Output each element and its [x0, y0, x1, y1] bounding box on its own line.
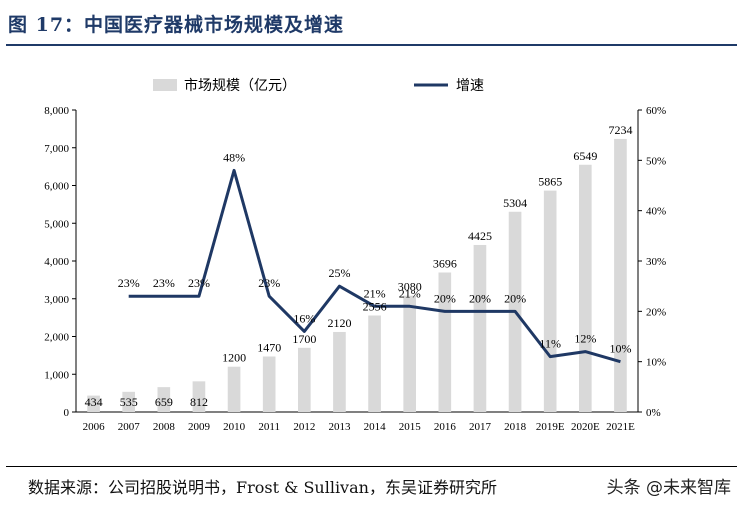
bar: [192, 381, 206, 412]
title-rule: [6, 44, 737, 46]
growth-value-label: 20%: [504, 291, 526, 305]
y-left-tick-label: 1,000: [44, 369, 69, 381]
data-labels: 434 535 659 812 1200 1470 1700 2120 2556 3080 3696…: [85, 123, 633, 409]
y-right-tick-label: 40%: [646, 206, 666, 218]
legend: 市场规模（亿元） 增速: [153, 77, 484, 94]
bar-value-label: 1470: [257, 341, 281, 355]
bar: [262, 356, 276, 412]
bar: [614, 138, 627, 412]
bar-value-label: 7234: [608, 123, 632, 137]
bar: [473, 244, 487, 412]
bar-value-label: 4425: [468, 229, 492, 243]
chart-axes: 0 1,000 2,000 3,000 4,000 5,000 6,000 7,000 8,00…: [44, 105, 666, 433]
watermark: 头条 @未来智库: [606, 478, 731, 498]
legend-line-label: 增速: [456, 78, 484, 94]
y-left-tick-label: 3,000: [44, 294, 69, 306]
x-tick-label: 2017: [469, 421, 492, 433]
bar-value-label: 6549: [573, 149, 597, 163]
y-right-tick-label: 10%: [646, 357, 666, 369]
y-left-tick-label: 2,000: [44, 332, 69, 344]
growth-value-label: 23%: [153, 276, 175, 290]
x-tick-label: 2016: [434, 421, 457, 433]
bar-value-label: 3696: [433, 256, 457, 270]
growth-value-label: 25%: [328, 266, 350, 280]
bar-value-label: 3080: [398, 280, 422, 294]
bar-value-label: 812: [190, 395, 208, 409]
growth-value-label: 16%: [293, 311, 315, 325]
bar-value-label: 1700: [292, 332, 316, 346]
growth-value-label: 23%: [258, 276, 280, 290]
legend-bar-swatch: [153, 79, 177, 91]
y-left-tick-label: 0: [64, 407, 70, 419]
y-right-tick-label: 20%: [646, 306, 666, 318]
y-left-tick-label: 8,000: [44, 105, 69, 117]
growth-line: [128, 168, 621, 364]
y-left-tick-label: 4,000: [44, 256, 69, 268]
bar-value-label: 434: [85, 395, 103, 409]
x-tick-label: 2011: [258, 421, 280, 433]
y-left-tick-label: 6,000: [44, 181, 69, 193]
legend-bar-label: 市场规模（亿元）: [184, 77, 296, 94]
y-right-tick-label: 0%: [646, 407, 661, 419]
y-left-tick-label: 7,000: [44, 143, 69, 155]
x-tick-label: 2010: [223, 421, 246, 433]
y-left-tick-label: 5,000: [44, 218, 69, 230]
bar-value-label: 5865: [538, 175, 562, 189]
bar: [438, 272, 452, 412]
bar: [87, 395, 100, 412]
growth-value-label: 20%: [434, 291, 456, 305]
growth-value-label: 20%: [469, 291, 491, 305]
growth-value-label: 12%: [574, 332, 596, 346]
combo-chart: 0 1,000 2,000 3,000 4,000 5,000 6,000 7,000 8,00…: [44, 77, 666, 433]
bar: [578, 164, 592, 412]
growth-value-label: 48%: [223, 150, 245, 164]
bar: [368, 315, 381, 412]
bar: [543, 190, 557, 412]
bar-value-label: 5304: [503, 196, 527, 210]
bar-value-label: 2120: [327, 316, 351, 330]
x-tick-label: 2014: [364, 421, 387, 433]
bar: [157, 387, 171, 412]
x-tick-label: 2018: [504, 421, 527, 433]
bar: [333, 331, 346, 412]
growth-value-label: 21%: [364, 286, 386, 300]
source-note: 数据来源：公司招股说明书，Frost & Sullivan，东吴证券研究所: [28, 478, 497, 497]
x-tick-label: 2012: [293, 421, 315, 433]
x-tick-label: 2020E: [571, 421, 600, 433]
bar-value-label: 535: [120, 395, 138, 409]
growth-value-label: 21%: [399, 286, 421, 300]
bar: [403, 295, 417, 412]
x-tick-label: 2013: [328, 421, 351, 433]
x-tick-label: 2008: [153, 421, 176, 433]
bar: [297, 347, 311, 412]
x-tick-label: 2007: [118, 421, 141, 433]
x-tick-label: 2019E: [536, 421, 565, 433]
x-tick-label: 2009: [188, 421, 211, 433]
bar: [122, 391, 136, 412]
y-right-tick-label: 50%: [646, 155, 666, 167]
x-tick-label: 2021E: [606, 421, 635, 433]
growth-value-label: 10%: [609, 342, 631, 356]
source-rule: [6, 466, 737, 467]
x-tick-label: 2006: [83, 421, 106, 433]
growth-value-label: 23%: [188, 276, 210, 290]
bar-value-label: 659: [155, 395, 173, 409]
y-right-tick-label: 60%: [646, 105, 666, 117]
bar-value-label: 1200: [222, 351, 246, 365]
growth-value-label: 23%: [118, 276, 140, 290]
bar-value-label: 2556: [363, 300, 387, 314]
y-right-tick-label: 30%: [646, 256, 666, 268]
x-tick-label: 2015: [399, 421, 422, 433]
figure-title: 图 17：中国医疗器械市场规模及增速: [8, 14, 345, 36]
line-series: [128, 168, 621, 364]
bar: [227, 366, 241, 412]
growth-value-label: 11%: [539, 337, 561, 351]
